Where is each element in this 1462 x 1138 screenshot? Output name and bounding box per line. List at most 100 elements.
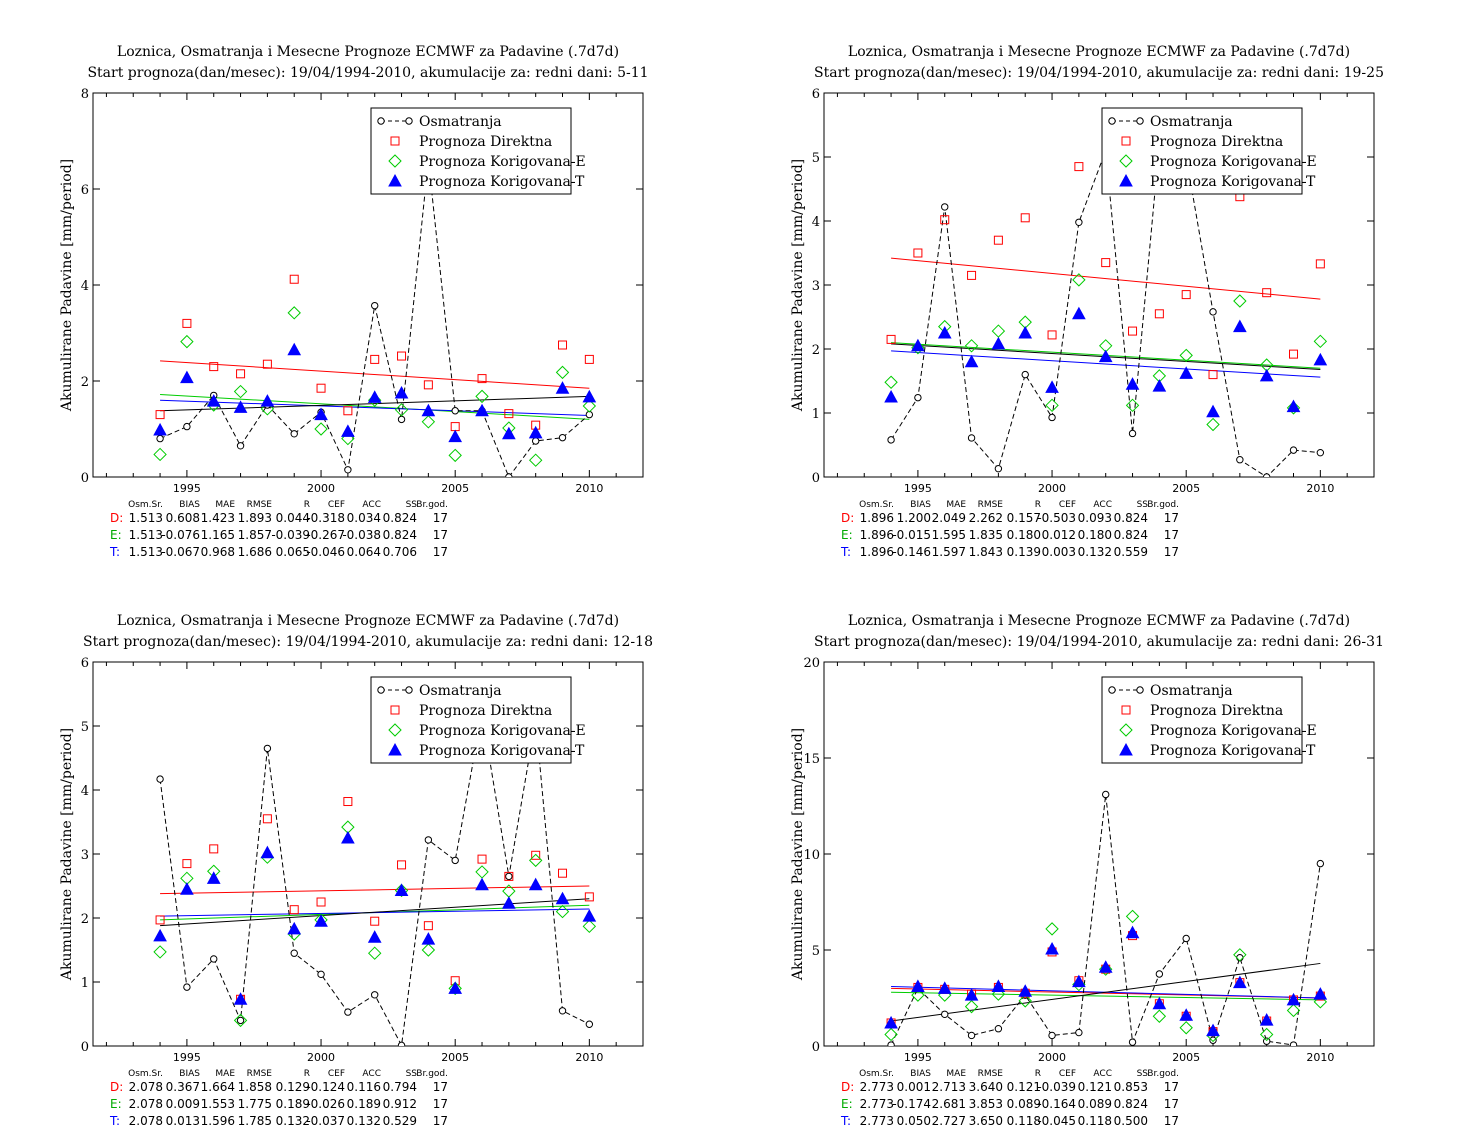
y-tick-label: 1: [81, 976, 89, 991]
stats-value: 0.116: [347, 1080, 381, 1094]
stats-value: 1.843: [969, 545, 1003, 559]
corrected-e-point: [884, 1027, 898, 1042]
x-tick-label: 2010: [575, 1051, 603, 1064]
corrected-t-point: [528, 877, 543, 891]
corrected-t-point: [180, 370, 194, 384]
y-tick-label: 20: [803, 656, 820, 671]
corrected-t-point: [1286, 399, 1301, 413]
stats-value: 0.093: [1078, 511, 1112, 525]
stats-value: -0.146: [892, 545, 931, 559]
direct-point: [913, 248, 923, 258]
stats-value: 17: [433, 1097, 448, 1111]
y-tick-label: 6: [81, 656, 89, 671]
legend-label: Prognoza Direktna: [1150, 134, 1283, 150]
stats-value: 0.912: [383, 1097, 417, 1111]
x-tick-label: 1995: [173, 482, 201, 495]
corrected-t-point: [1233, 975, 1247, 989]
observed-point: [1128, 1038, 1137, 1046]
corrected-t-point: [1098, 349, 1113, 363]
stats-header: CEF: [328, 500, 345, 510]
direct-point: [262, 814, 272, 824]
corrected-t-point: [937, 981, 952, 994]
stats-value: 0.044: [276, 511, 310, 525]
legend-marker-direct: [1121, 705, 1131, 715]
stats-row-label: T:: [109, 545, 120, 559]
stats-value: 0.118: [1007, 1114, 1041, 1128]
observed-point: [451, 407, 459, 415]
corrected-t-point: [206, 394, 221, 407]
legend-marker-observed: [405, 117, 413, 125]
stats-value: 0.189: [347, 1097, 381, 1111]
stats-header: RMSE: [978, 1069, 1004, 1079]
y-tick-label: 0: [812, 471, 820, 486]
stats-value: 0.157: [1007, 511, 1041, 525]
legend-box: [1101, 107, 1303, 195]
corrected-t-point: [991, 336, 1006, 350]
stats-header: Br.god.: [1147, 1069, 1179, 1079]
direct-point: [289, 905, 299, 915]
stats-value: -0.174: [892, 1097, 931, 1111]
corrected-e-point: [991, 987, 1006, 1001]
chart-panel-2: Loznica, Osmatranja i Mesecne Prognoze E…: [790, 44, 1384, 559]
corrected-e-point: [1045, 398, 1059, 413]
stats-value: 0.121: [1078, 1080, 1112, 1094]
corrected-e-point: [964, 339, 979, 353]
stats-row-label: T:: [840, 1114, 851, 1128]
corrected-t-point: [964, 988, 979, 1001]
stats-value: 2.713: [932, 1080, 966, 1094]
observed-point: [424, 836, 433, 844]
corrected-e-point: [1313, 995, 1328, 1009]
corrected-t-point: [448, 981, 463, 994]
corrected-e-point: [368, 946, 382, 960]
corrected-t-point: [1206, 404, 1220, 418]
observed-point: [451, 856, 459, 865]
direct-point: [289, 274, 299, 284]
stats-value: 1.896: [860, 528, 894, 542]
direct-point: [1289, 349, 1299, 359]
stats-row-label: D:: [110, 511, 123, 525]
stats-value: -0.503: [1037, 511, 1076, 525]
corrected-e-point: [448, 448, 462, 463]
corrected-e-point: [475, 865, 489, 879]
corrected-e-point: [884, 375, 898, 389]
stats-value: 0.180: [1007, 528, 1041, 542]
corrected-e-point: [555, 365, 570, 380]
stats-value: 0.009: [166, 1097, 200, 1111]
stats-header: BIAS: [179, 1069, 200, 1079]
stats-header: MAE: [946, 1069, 966, 1079]
y-axis-label: Akumulirane Padavine [mm/period]: [790, 728, 806, 981]
x-tick-label: 1995: [173, 1051, 201, 1064]
corrected-t-point: [1098, 960, 1113, 973]
legend-label: Prognoza Korigovana-T: [419, 174, 585, 190]
stats-value: 0.132: [276, 1114, 310, 1128]
stats-header: MAE: [215, 1069, 235, 1079]
x-tick-label: 2000: [1038, 1051, 1066, 1064]
stats-value: 0.118: [1078, 1114, 1112, 1128]
direct-point: [1262, 288, 1272, 298]
stats-value: 3.640: [969, 1080, 1003, 1094]
trend-line-prognoza-korigovana-t: [160, 399, 590, 417]
corrected-e-point: [1233, 294, 1247, 308]
corrected-e-point: [1072, 273, 1086, 287]
observed-point: [183, 422, 191, 431]
corrected-t-point: [1259, 368, 1274, 382]
corrected-e-point: [1313, 334, 1328, 349]
corrected-e-point: [153, 945, 167, 959]
observed-point: [397, 1041, 406, 1046]
stats-value: 0.050: [897, 1114, 931, 1128]
corrected-t-point: [1313, 987, 1328, 1000]
stats-value: 0.065: [276, 545, 310, 559]
legend-label: Osmatranja: [419, 114, 502, 130]
x-tick-label: 2010: [1306, 482, 1334, 495]
stats-header: MAE: [946, 500, 966, 510]
corrected-e-point: [528, 853, 543, 868]
legend-label: Prognoza Korigovana-E: [419, 723, 586, 739]
data-layer: [153, 156, 597, 477]
stats-value: 17: [1164, 528, 1179, 542]
direct-point: [584, 354, 594, 364]
stats-header: R: [304, 500, 310, 510]
stats-value: 17: [1164, 1114, 1179, 1128]
stats-value: 17: [1164, 1097, 1179, 1111]
observed-point: [941, 1010, 949, 1019]
observed-point: [1128, 429, 1137, 438]
